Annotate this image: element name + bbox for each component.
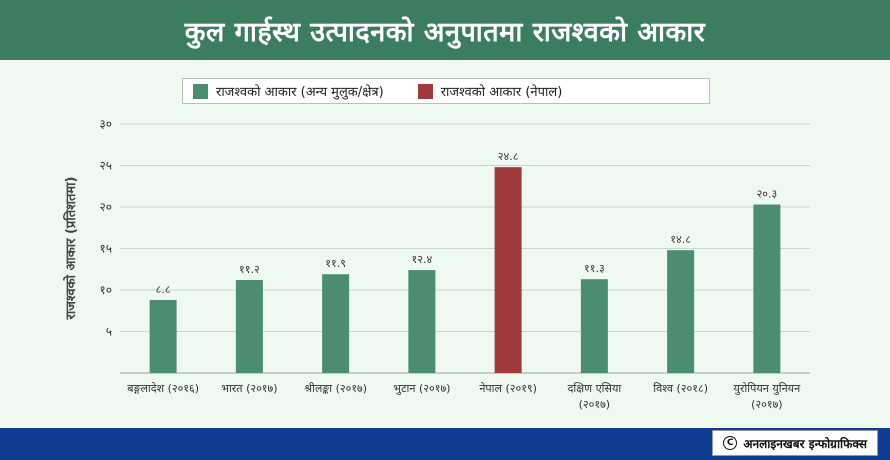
- copyright-icon: C: [723, 436, 738, 450]
- legend-swatch-nepal: [417, 83, 433, 99]
- footer-bar: C अनलाइनखबर इन्फोग्राफिक्स: [0, 428, 890, 460]
- y-tick-label: २५: [100, 159, 112, 173]
- legend-label-others: राजश्वको आकार (अन्य मुलुक/क्षेत्र): [216, 85, 384, 100]
- legend-item-others: राजश्वको आकार (अन्य मुलुक/क्षेत्र): [193, 82, 384, 100]
- x-tick-label: युरोपियन युनियन: [734, 382, 802, 395]
- y-tick-label: ५: [106, 325, 112, 339]
- bar: [494, 167, 522, 373]
- chart-area: ५ १० १५ २० २५ ३० ८.८ बङ्गलादेश (२०१६) ११.२ भारत (…: [0, 110, 890, 426]
- legend-label-nepal: राजश्वको आकार (नेपाल): [440, 85, 563, 100]
- chart-title: कुल गार्हस्थ उत्पादनको अनुपातमा राजश्वको…: [0, 0, 890, 60]
- data-label: ११.३: [584, 262, 605, 275]
- x-tick-label: भारत (२०१७): [221, 382, 277, 395]
- x-tick-label: नेपाल (२०१९): [479, 382, 537, 395]
- y-tick-label: ३०: [100, 117, 112, 131]
- x-tick-label: बङ्गलादेश (२०१६): [127, 382, 199, 395]
- credit-badge: C अनलाइनखबर इन्फोग्राफिक्स: [712, 430, 878, 456]
- bar: [580, 279, 608, 373]
- x-tick-label: विश्व (२०१८): [653, 382, 708, 395]
- data-label: ११.२: [239, 263, 260, 276]
- bar: [322, 274, 350, 373]
- data-label: ११.९: [325, 257, 346, 270]
- x-tick-label: (२०१७): [751, 398, 782, 411]
- bar: [408, 270, 436, 373]
- bar: [667, 250, 695, 373]
- x-tick-label: दक्षिण एसिया: [568, 382, 622, 395]
- data-label: १४.८: [670, 233, 691, 246]
- x-tick-label: श्रीलङ्का (२०१७): [304, 382, 367, 395]
- x-tick-label: (२०१७): [579, 398, 610, 411]
- bar: [149, 299, 177, 373]
- legend-swatch-others: [193, 83, 208, 99]
- x-tick-label: भुटान (२०१७): [393, 382, 450, 395]
- y-tick-label: १०: [100, 283, 112, 297]
- data-label: २०.३: [757, 188, 778, 201]
- credit-text: अनलाइनखबर इन्फोग्राफिक्स: [743, 436, 867, 451]
- data-label: ८.८: [156, 283, 171, 296]
- y-tick-label: २०: [100, 200, 112, 214]
- bar: [235, 280, 263, 373]
- data-label: २४.८: [498, 150, 519, 163]
- legend-item-nepal: राजश्वको आकार (नेपाल): [417, 82, 563, 100]
- chart-legend: राजश्वको आकार (अन्य मुलुक/क्षेत्र) राजश्…: [182, 78, 710, 104]
- data-label: १२.४: [412, 253, 433, 266]
- bar: [753, 204, 781, 373]
- bar-chart: ५ १० १५ २० २५ ३० ८.८ बङ्गलादेश (२०१६) ११.२ भारत (…: [100, 117, 810, 411]
- y-tick-label: १५: [100, 242, 112, 256]
